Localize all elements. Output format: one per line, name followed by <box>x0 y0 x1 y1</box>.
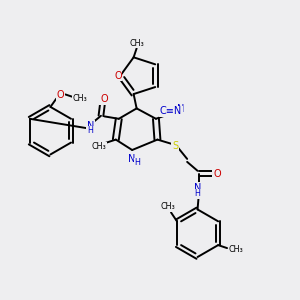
Text: H: H <box>195 190 200 199</box>
Text: C≡N: C≡N <box>160 106 182 116</box>
Text: N: N <box>194 183 201 193</box>
Text: N: N <box>87 121 94 130</box>
Text: CH₃: CH₃ <box>161 202 176 211</box>
Text: H: H <box>135 158 140 167</box>
Text: CH₃: CH₃ <box>129 39 144 48</box>
Text: O: O <box>114 71 122 81</box>
Text: N: N <box>177 104 184 114</box>
Text: O: O <box>100 94 108 104</box>
Text: CH₃: CH₃ <box>73 94 88 103</box>
Text: O: O <box>57 90 64 100</box>
Text: H: H <box>87 126 93 135</box>
Text: O: O <box>213 169 221 179</box>
Text: CH₃: CH₃ <box>229 245 243 254</box>
Text: S: S <box>172 140 178 151</box>
Text: N: N <box>128 154 136 164</box>
Text: CH₃: CH₃ <box>92 142 106 151</box>
